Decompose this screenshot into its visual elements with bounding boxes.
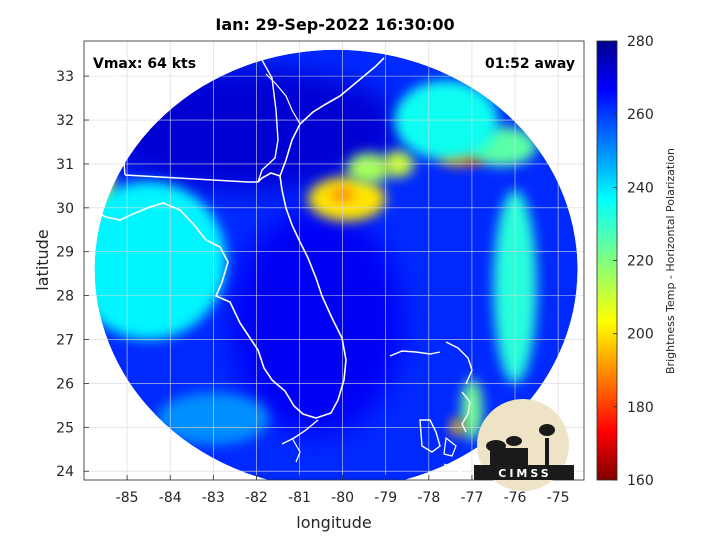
y-tick-label: 29 (56, 245, 74, 261)
x-tick-label: -83 (202, 490, 225, 506)
colorbar-tick-label: 240 (627, 180, 654, 196)
time-away-annotation: 01:52 away (485, 56, 575, 72)
colorbar-tick-label: 180 (627, 400, 654, 416)
x-tick-label: -81 (288, 490, 311, 506)
y-tick-label: 25 (56, 420, 74, 436)
brightness-feature (346, 152, 391, 184)
x-tick-label: -82 (245, 490, 268, 506)
x-tick-label: -80 (331, 490, 354, 506)
colorbar-label: Brightness Temp - Horizontal Polarizatio… (664, 148, 677, 374)
y-axis-label: latitude (33, 229, 52, 290)
coastlines (84, 41, 481, 480)
x-axis-label: longitude (296, 513, 371, 532)
colorbar-ticks: 160 180 200 220 240 260 280 (613, 34, 654, 489)
logo-tower (545, 438, 549, 466)
y-tick-label: 28 (56, 289, 74, 305)
y-tick-label: 27 (56, 333, 74, 349)
x-tick-label: -84 (159, 490, 182, 506)
colorbar-tick-label: 200 (627, 327, 654, 343)
cold-region (230, 207, 403, 437)
brightness-feature (94, 181, 227, 340)
y-tick-label: 26 (56, 376, 74, 392)
grid-lines (84, 41, 584, 480)
plot-frame (83, 40, 585, 481)
y-tick-label: 32 (56, 113, 74, 129)
x-ticks: -85 -84 -83 -82 -81 -80 -79 -78 -77 -76 -75 (116, 475, 570, 506)
y-tick-label: 24 (56, 464, 74, 480)
logo-dish-icon (506, 436, 522, 446)
chart-title: Ian: 29-Sep-2022 16:30:00 (215, 15, 454, 34)
logo-building (490, 448, 528, 466)
cimss-logo: CIMSS (474, 399, 574, 491)
colorbar-tick-label: 260 (627, 107, 654, 123)
colorbar-tick-label: 280 (627, 34, 654, 50)
colorbar-tick-label: 220 (627, 254, 654, 270)
logo-water-tower-icon (539, 424, 555, 436)
x-tick-label: -76 (504, 490, 527, 506)
y-tick-label: 30 (56, 201, 74, 217)
logo-text: CIMSS (498, 467, 551, 480)
logo-base (474, 465, 574, 480)
x-tick-label: -85 (116, 490, 139, 506)
x-tick-label: -77 (460, 490, 483, 506)
x-tick-label: -75 (547, 490, 570, 506)
vmax-annotation: Vmax: 64 kts (93, 56, 196, 72)
colorbar-tick-label: 160 (627, 473, 654, 489)
y-tick-label: 33 (56, 69, 74, 85)
x-tick-label: -78 (417, 490, 440, 506)
x-tick-label: -79 (374, 490, 397, 506)
y-ticks: 24 25 26 27 28 29 30 31 32 33 (56, 69, 89, 480)
y-tick-label: 31 (56, 157, 74, 173)
